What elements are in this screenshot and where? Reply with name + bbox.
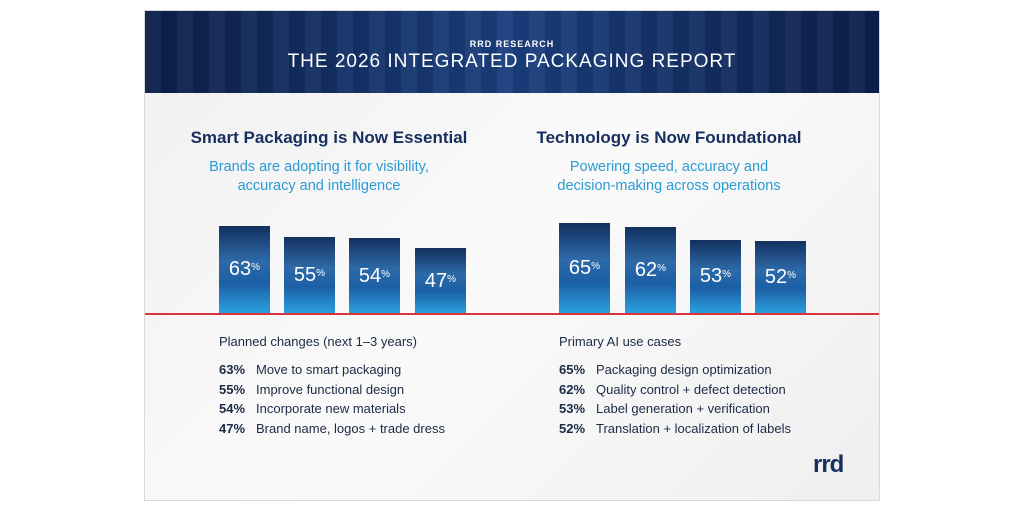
bar: 65%: [559, 223, 610, 314]
rrd-logo: rrd: [813, 451, 844, 478]
bar: 52%: [755, 241, 806, 314]
header-title: THE 2026 INTEGRATED PACKAGING REPORT: [287, 51, 737, 72]
list-item-pct: 52%: [559, 421, 586, 437]
percent-sign: %: [447, 273, 457, 285]
list-item-label: Incorporate new materials: [256, 401, 406, 417]
list-item-pct: 65%: [559, 362, 586, 377]
list-item-pct: 53%: [559, 401, 586, 417]
bar: 55%: [284, 237, 335, 314]
baseline-divider: [145, 313, 879, 315]
bar-value-label: 55: [293, 264, 317, 286]
list-item-label: Improve functional design: [256, 381, 405, 397]
bar-value-label: 47: [424, 269, 448, 292]
percent-sign: %: [316, 268, 326, 279]
list-item-label: Quality control + defect detection: [596, 381, 786, 397]
list-item: 52% Translation + localization of labels: [559, 421, 791, 436]
list-item: 65% Packaging design optimization: [559, 362, 772, 377]
right-list-heading: Primary AI use cases: [559, 334, 682, 349]
left-subtitle: Brands are adopting it for visibility, a…: [209, 159, 429, 194]
list-item: 62% Quality control + defect detection: [559, 382, 786, 397]
list-item-label: Brand name, logos + trade dress: [256, 421, 445, 437]
list-item-label: Packaging design optimization: [596, 362, 772, 377]
bar-value-label: 65: [568, 257, 592, 279]
bar-value-label: 53: [699, 265, 723, 288]
bar: 53%: [690, 239, 741, 314]
percent-sign: %: [657, 263, 667, 275]
right-panel: Technology is Now Foundational Powering …: [485, 11, 879, 500]
percent-sign: %: [381, 268, 391, 280]
list-item-label: Label generation + verification: [596, 401, 770, 417]
percent-sign: %: [591, 261, 601, 272]
left-panel: Smart Packaging is Now Essential Brands …: [145, 11, 513, 500]
percent-sign: %: [722, 269, 732, 281]
list-item: 54% Incorporate new materials: [219, 401, 406, 416]
list-item-pct: 54%: [219, 401, 246, 417]
list-item: 55% Improve functional design: [219, 382, 404, 397]
list-item: 47% Brand name, logos + trade dress: [219, 421, 445, 436]
percent-sign: %: [251, 262, 261, 274]
right-title: Technology is Now Foundational: [536, 128, 802, 147]
list-item: 53% Label generation + verification: [559, 401, 770, 416]
bar: 54%: [349, 238, 400, 314]
bar-value-label: 54: [358, 264, 382, 287]
bar: 63%: [219, 225, 270, 314]
right-subtitle: Powering speed, accuracy and decision-ma…: [557, 159, 781, 194]
header-kicker: RRD RESEARCH: [469, 39, 555, 49]
bar: 62%: [625, 227, 676, 314]
infographic-card: RRD RESEARCH THE 2026 INTEGRATED PACKAGI…: [144, 10, 880, 501]
header-banner: RRD RESEARCH THE 2026 INTEGRATED PACKAGI…: [145, 11, 879, 93]
bar-value-label: 63: [228, 258, 252, 281]
percent-sign: %: [787, 270, 797, 282]
list-item: 63% Move to smart packaging: [219, 362, 401, 377]
list-item-label: Translation + localization of labels: [596, 421, 791, 437]
list-item-pct: 55%: [219, 381, 246, 397]
bar-value-label: 52: [764, 266, 788, 289]
list-item-pct: 62%: [559, 381, 586, 397]
list-item-pct: 47%: [219, 421, 246, 437]
left-title: Smart Packaging is Now Essential: [190, 128, 468, 147]
bar: 47%: [415, 248, 466, 314]
bar-value-label: 62: [634, 259, 658, 282]
list-item-pct: 63%: [219, 362, 246, 377]
left-list-heading: Planned changes (next 1–3 years): [219, 334, 418, 349]
list-item-label: Move to smart packaging: [256, 362, 402, 377]
